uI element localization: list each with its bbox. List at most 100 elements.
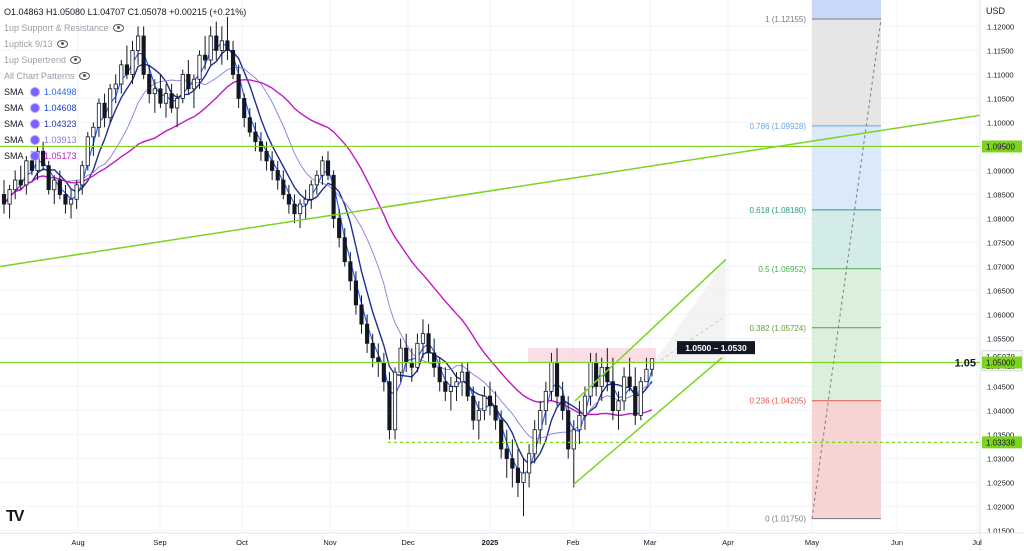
candle-body	[175, 98, 180, 109]
tradingview-logo[interactable]: TV	[6, 508, 25, 525]
settings-icon[interactable]	[30, 119, 40, 129]
candle-body	[543, 390, 548, 411]
sma-value: 1.04498	[44, 87, 77, 97]
sma-label[interactable]: SMA	[4, 135, 24, 145]
candle-body	[610, 381, 615, 411]
candle-body	[230, 50, 236, 75]
sma-value: 1.05173	[44, 151, 77, 161]
drawings[interactable]: 1.05 1.0500 – 1.0530	[0, 114, 981, 486]
fib-level-label: 0.786 (1.09928)	[750, 122, 807, 131]
indicator-label[interactable]: 1uptick 9/13	[4, 39, 53, 49]
y-tick-label: 1.06000	[987, 311, 1014, 320]
candle-body	[566, 410, 571, 450]
sma-label[interactable]: SMA	[4, 119, 24, 129]
sma-value: 1.04608	[44, 103, 77, 113]
indicator-label[interactable]: 1up Support & Resistance	[4, 23, 109, 33]
candles	[1, 16, 655, 517]
settings-icon[interactable]	[30, 87, 40, 97]
fib-band	[812, 18, 881, 126]
sma-label[interactable]: SMA	[4, 87, 24, 97]
y-tick-label: 1.11500	[987, 46, 1014, 55]
y-tick-label: 1.01500	[987, 527, 1014, 536]
candle-body	[214, 35, 219, 51]
sma-label[interactable]: SMA	[4, 151, 24, 161]
fib-band	[812, 209, 881, 269]
indicator-label[interactable]: All Chart Patterns	[4, 71, 75, 81]
candle-body	[649, 358, 655, 370]
zone-label: 1.0500 – 1.0530	[685, 343, 747, 353]
eye-icon[interactable]	[70, 56, 82, 64]
candle-body	[29, 160, 35, 171]
sma-line	[3, 47, 653, 466]
candle-body	[476, 410, 481, 421]
candle-body	[571, 429, 576, 450]
candle-body	[236, 74, 241, 99]
candle-body	[342, 237, 347, 263]
settings-icon[interactable]	[30, 151, 40, 161]
candle-body	[275, 170, 280, 181]
candle-body	[303, 198, 308, 205]
price-axis-bg	[980, 0, 1024, 551]
candle-body	[415, 342, 420, 368]
candle-body	[331, 174, 336, 219]
sma-line	[3, 66, 653, 440]
channel-lower-line	[572, 357, 723, 486]
price-label-box	[982, 140, 1022, 153]
zone-label-box	[677, 341, 755, 355]
projection-dashed	[655, 317, 723, 364]
candle-body	[141, 35, 146, 75]
x-tick-label: Dec	[401, 538, 415, 547]
candle-body	[554, 362, 560, 397]
fib-level-label: 0.5 (1.06952)	[758, 265, 806, 274]
candle-body	[85, 136, 90, 167]
candle-body	[24, 160, 29, 186]
fib-trend-line	[811, 18, 882, 519]
settings-icon[interactable]	[30, 103, 40, 113]
candle-body	[582, 395, 588, 416]
candle-body	[409, 362, 414, 368]
settings-icon[interactable]	[30, 135, 40, 145]
candle-body	[365, 323, 370, 344]
candle-body	[404, 347, 409, 363]
candle-body	[113, 83, 118, 90]
eye-icon[interactable]	[112, 24, 124, 32]
candle-body	[286, 194, 291, 205]
candle-body	[560, 395, 565, 411]
candle-body	[621, 376, 627, 402]
price-label: 1.09500	[986, 142, 1015, 151]
eye-icon[interactable]	[56, 40, 68, 48]
candle-body	[152, 88, 157, 95]
sma-label[interactable]: SMA	[4, 103, 24, 113]
candle-body	[437, 366, 442, 383]
indicator-label[interactable]: 1up Supertrend	[4, 55, 67, 65]
fibonacci-retracement[interactable]: 1 (1.12155) 0.786 (1.09928) 0.618 (1.08180…	[750, 0, 882, 524]
candle-body	[281, 179, 286, 195]
y-tick-label: 1.04500	[987, 383, 1014, 392]
price-axis[interactable]: 1.12000 1.11500 1.11000 1.10500 1.10000 1.095…	[979, 0, 1024, 551]
currency-label[interactable]: USD	[986, 6, 1006, 16]
candle-body	[376, 357, 381, 363]
candle-body	[426, 333, 431, 354]
time-axis[interactable]: Aug Sep Oct Nov Dec 2025 Feb Mar Apr May Jun Jul	[0, 532, 1024, 547]
candle-body	[499, 419, 504, 450]
trend-line	[0, 114, 981, 268]
x-tick-label: Sep	[153, 538, 166, 547]
y-tick-label: 1.10500	[987, 94, 1014, 103]
fib-level-label: 0.382 (1.05724)	[750, 324, 807, 333]
candle-body	[191, 78, 197, 90]
candle-body	[577, 414, 582, 431]
y-tick-label: 1.05500	[987, 335, 1014, 344]
candle-body	[471, 395, 476, 421]
candle-body	[605, 366, 610, 383]
candle-body	[63, 194, 68, 205]
candle-body	[521, 472, 526, 483]
fib-level-label: 0 (1.01750)	[765, 515, 806, 524]
fib-band	[812, 125, 881, 210]
candle-body	[493, 405, 498, 421]
y-tick-label: 1.09000	[987, 166, 1014, 175]
candle-body	[454, 381, 459, 387]
eye-icon[interactable]	[78, 72, 90, 80]
candle-body	[158, 88, 163, 104]
candle-body	[208, 35, 213, 61]
